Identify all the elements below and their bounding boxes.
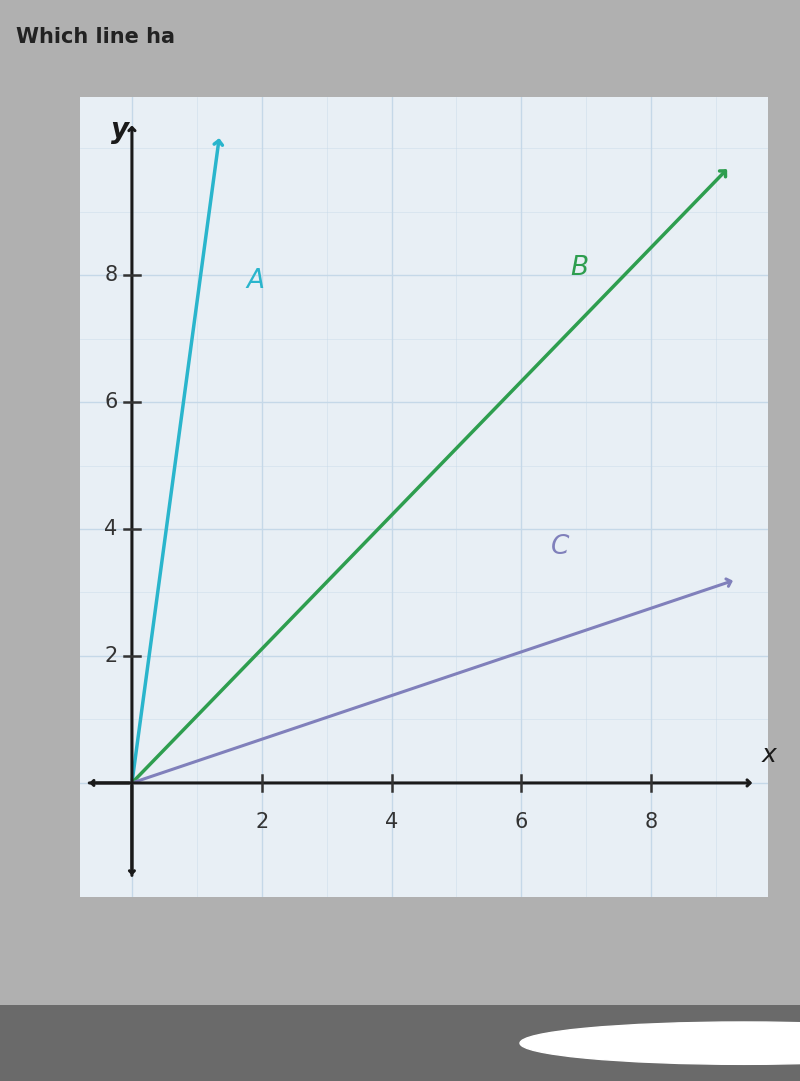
Text: 6: 6 (514, 812, 528, 831)
Text: C: C (551, 534, 570, 560)
Text: x: x (762, 743, 776, 768)
Circle shape (520, 1022, 800, 1065)
Text: 2: 2 (104, 646, 118, 666)
Text: y: y (110, 117, 129, 145)
Text: Which line ha: Which line ha (16, 27, 175, 48)
Text: 4: 4 (104, 519, 118, 539)
Text: 4: 4 (385, 812, 398, 831)
Text: 8: 8 (105, 265, 118, 285)
Text: A: A (246, 268, 264, 294)
Text: 2: 2 (255, 812, 268, 831)
Text: 8: 8 (645, 812, 658, 831)
Text: B: B (570, 255, 589, 281)
Text: 6: 6 (104, 392, 118, 412)
